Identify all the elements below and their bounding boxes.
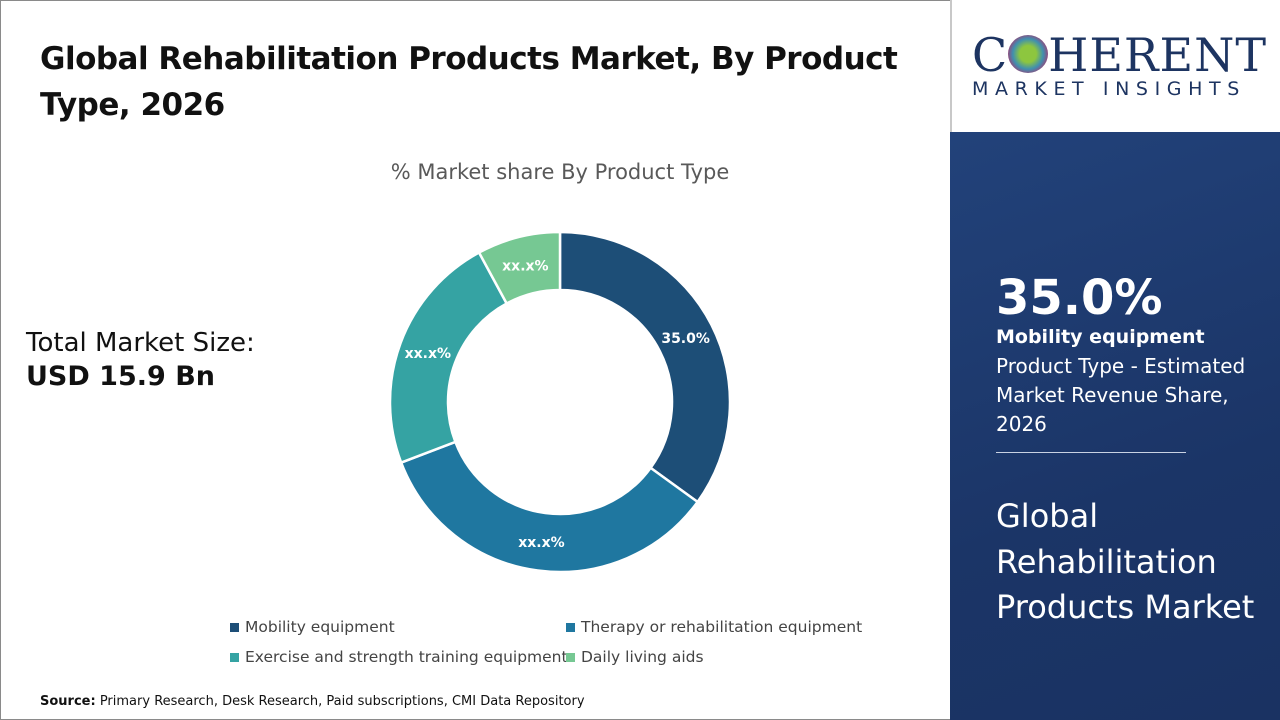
- highlight-panel: 35.0% Mobility equipment Product Type - …: [950, 132, 1280, 720]
- divider: [996, 452, 1186, 453]
- highlight-description: Product Type - Estimated Market Revenue …: [996, 354, 1246, 436]
- donut-slice: [399, 440, 700, 574]
- legend-label: Therapy or rehabilitation equipment: [581, 618, 863, 636]
- data-label: 35.0%: [661, 331, 710, 347]
- market-name: Global Rehabilitation Products Market: [996, 497, 1255, 626]
- source-text: Primary Research, Desk Research, Paid su…: [95, 694, 585, 709]
- legend-item: Exercise and strength training equipment: [230, 648, 568, 666]
- logo-wordmark: C HERENT: [972, 28, 1268, 82]
- highlight-value: 35.0%: [996, 270, 1163, 326]
- data-label: xx.x%: [518, 535, 564, 551]
- globe-icon: [1008, 35, 1049, 73]
- donut-chart: 35.0% xx.x% xx.x% xx.x%: [388, 230, 732, 574]
- legend-label: Daily living aids: [581, 648, 704, 666]
- legend-item: Therapy or rehabilitation equipment: [566, 618, 862, 636]
- legend-item: Daily living aids: [566, 648, 704, 666]
- highlight-segment: Mobility equipment: [996, 326, 1205, 348]
- legend-swatch: [566, 652, 575, 662]
- legend-swatch: [230, 622, 239, 632]
- source-label: Source:: [40, 694, 96, 709]
- legend-label: Exercise and strength training equipment: [245, 648, 568, 666]
- legend-label: Mobility equipment: [245, 618, 395, 636]
- legend-swatch: [230, 652, 239, 662]
- donut-slice: [558, 230, 732, 504]
- data-label: xx.x%: [502, 258, 548, 274]
- legend-item: Mobility equipment: [230, 618, 395, 636]
- data-label: xx.x%: [405, 346, 451, 362]
- total-value: USD 15.9 Bn: [26, 361, 215, 392]
- total-market-size: Total Market Size: USD 15.9 Bn: [26, 326, 255, 394]
- total-label: Total Market Size:: [26, 328, 255, 358]
- page-title: Global Rehabilitation Products Market, B…: [40, 41, 898, 123]
- legend-swatch: [566, 622, 575, 632]
- donut-slice: [477, 230, 562, 306]
- logo-tagline: MARKET INSIGHTS: [972, 78, 1246, 100]
- source-note: Source: Primary Research, Desk Research,…: [40, 694, 585, 709]
- logo: C HERENT MARKET INSIGHTS: [950, 0, 1280, 132]
- chart-title: % Market share By Product Type: [390, 160, 730, 184]
